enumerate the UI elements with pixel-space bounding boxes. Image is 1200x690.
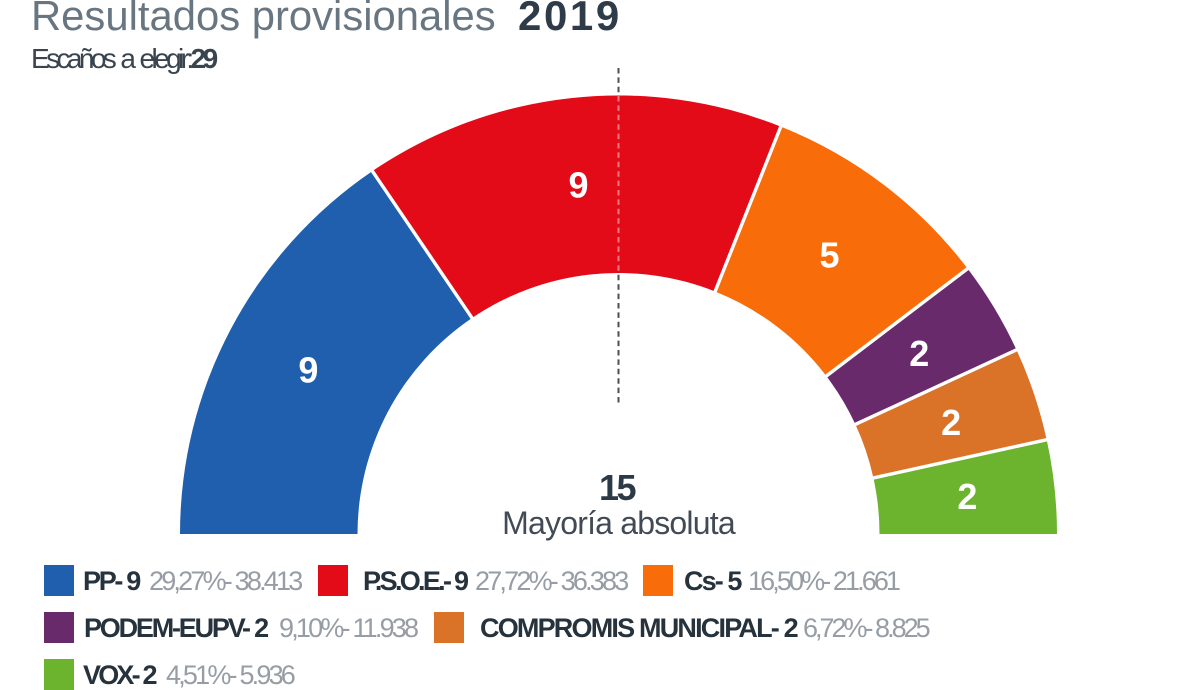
svg-text:9: 9 — [568, 165, 588, 206]
svg-text:9: 9 — [298, 350, 318, 391]
svg-text:2: 2 — [909, 333, 929, 374]
svg-text:2: 2 — [941, 402, 961, 443]
svg-text:5: 5 — [819, 235, 839, 276]
svg-text:Mayoría absoluta: Mayoría absoluta — [502, 505, 736, 541]
svg-text:15: 15 — [599, 467, 637, 508]
svg-text:2: 2 — [957, 476, 977, 517]
